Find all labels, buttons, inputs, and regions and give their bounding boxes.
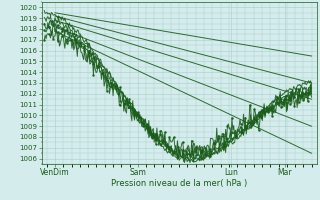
X-axis label: Pression niveau de la mer( hPa ): Pression niveau de la mer( hPa ) (111, 179, 247, 188)
